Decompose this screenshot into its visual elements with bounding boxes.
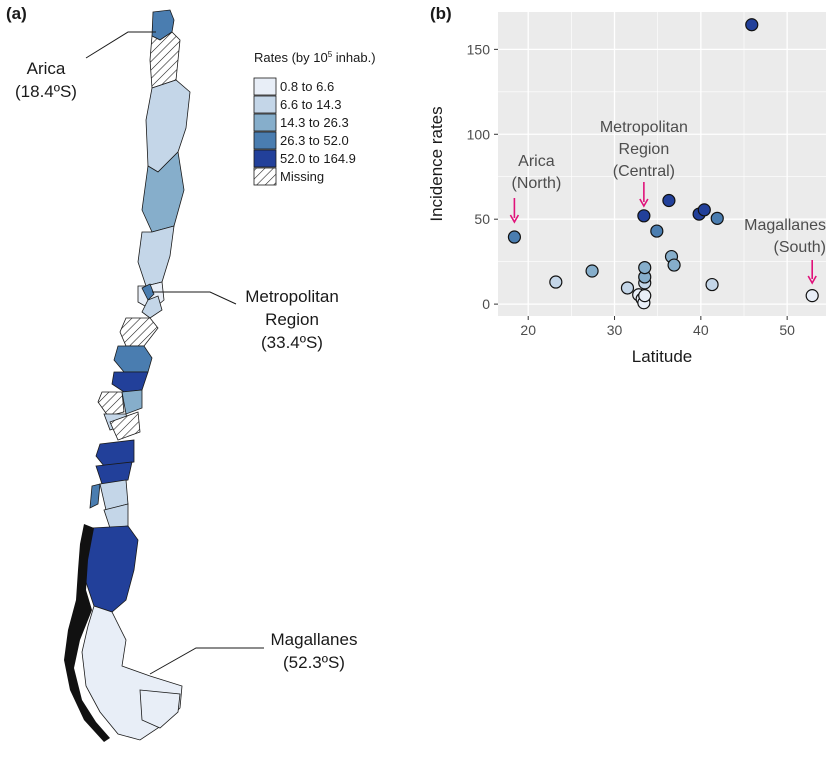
map-region-tarapaca — [149, 31, 181, 89]
callout-magallanes-name: Magallanes — [271, 630, 358, 649]
legend-label-3: 26.3 to 52.0 — [280, 133, 349, 148]
data-point-18 — [705, 277, 719, 292]
map-region-araucania-missing — [109, 411, 141, 441]
data-point-19 — [710, 211, 724, 225]
legend-label-5: Missing — [280, 169, 324, 184]
legend-swatch-1 — [253, 95, 277, 114]
data-point-21 — [805, 289, 819, 303]
map-region-biobio — [121, 389, 143, 415]
panel-b-label: (b) — [430, 4, 452, 23]
data-point-2 — [585, 264, 599, 278]
plot-background — [498, 12, 826, 316]
annotation-text-1-1: Region — [619, 141, 670, 158]
map-fjord-coast — [64, 524, 110, 742]
data-point-15 — [667, 258, 681, 272]
legend-items: 0.8 to 6.6 6.6 to 14.3 14.3 to 26.3 26.3 to… — [253, 77, 356, 186]
y-tick-label: 100 — [467, 126, 491, 142]
map-region-antofagasta — [145, 79, 191, 173]
legend-label-1: 6.6 to 14.3 — [280, 97, 341, 112]
axis-ticks: 20 30 40 50 0 50 100 150 — [467, 41, 796, 338]
callout-metro-line — [152, 291, 237, 305]
map-region-biobio-w — [97, 391, 125, 417]
y-tick-label: 150 — [467, 41, 491, 57]
callout-metro-line2: Region — [265, 310, 319, 329]
legend-swatch-2 — [253, 113, 277, 132]
panel-a-label: (a) — [6, 4, 27, 23]
callout-arica-name: Arica — [27, 59, 66, 78]
legend-label-0: 0.8 to 6.6 — [280, 79, 334, 94]
data-point-0 — [507, 230, 522, 244]
annotations: Arica (North) Metropolitan Region (Central) M… — [509, 119, 826, 285]
data-point-20 — [745, 18, 759, 32]
callout-metro-lat: (33.4ºS) — [261, 333, 323, 352]
callout-arica-line — [85, 31, 156, 59]
data-point-17 — [697, 203, 711, 217]
legend-label-4: 52.0 to 164.9 — [280, 151, 356, 166]
legend-title: Rates (by 105 inhab.) — [254, 50, 376, 65]
map-region-nuble — [111, 371, 149, 393]
gridlines — [484, 12, 826, 316]
legend-label-2: 14.3 to 26.3 — [280, 115, 349, 130]
data-points — [507, 18, 819, 310]
legend-swatch-5 — [253, 167, 277, 186]
annotation-text-0-1: (North) — [512, 175, 562, 192]
map-region-atacama — [141, 151, 185, 233]
annotation-text-0-0: Arica — [518, 153, 555, 170]
data-point-11 — [637, 209, 651, 223]
map-legend: Rates (by 105 inhab.) 0.8 to 6.6 6.6 to 1… — [253, 50, 376, 186]
x-tick-label: 40 — [693, 322, 709, 338]
legend-swatch-0 — [253, 77, 277, 96]
annotation-text-2-0: Magallanes — [744, 217, 826, 234]
callout-magallanes-lat: (52.3ºS) — [283, 653, 345, 672]
scatter-chart: 20 30 40 50 0 50 100 150 Arica (North) Metropolit… — [427, 12, 826, 366]
annotation-text-2-1: (South) — [774, 239, 826, 256]
chile-map: Arica (18.4ºS) Metropolitan Region (33.4… — [15, 9, 358, 742]
annotation-text-1-2: (Central) — [613, 163, 675, 180]
x-tick-label: 50 — [779, 322, 795, 338]
x-axis-title: Latitude — [632, 347, 693, 366]
map-region-metro-surround — [141, 295, 163, 319]
y-axis-title: Incidence rates — [427, 106, 446, 221]
annotation-arrowhead-1 — [639, 198, 649, 208]
map-region-chiloe — [89, 483, 101, 509]
map-region-ohiggins-missing — [119, 317, 159, 347]
map-region-metropolitan — [141, 283, 155, 301]
map-tierra-del-fuego — [139, 689, 181, 729]
annotation-text-1-0: Metropolitan — [600, 119, 688, 136]
annotation-arrowhead-0 — [509, 214, 520, 224]
data-point-7 — [638, 289, 652, 303]
y-tick-label: 50 — [474, 211, 490, 227]
map-region-maule — [113, 345, 153, 373]
data-point-3 — [620, 281, 635, 295]
legend-swatch-3 — [253, 131, 277, 150]
map-region-coquimbo — [137, 225, 175, 287]
annotation-arrowhead-2 — [807, 275, 817, 285]
callout-arica-lat: (18.4ºS) — [15, 82, 77, 101]
data-point-13 — [662, 193, 676, 208]
x-tick-label: 30 — [607, 322, 623, 338]
callout-magallanes-line — [149, 647, 264, 675]
data-point-12 — [650, 224, 664, 238]
legend-swatch-4 — [253, 149, 277, 168]
map-region-aysen — [85, 525, 139, 613]
callout-metro-line1: Metropolitan — [245, 287, 339, 306]
y-tick-label: 0 — [482, 296, 490, 312]
data-point-10 — [638, 260, 652, 275]
map-region-losrios-b — [95, 461, 133, 485]
x-tick-label: 20 — [520, 322, 536, 338]
data-point-1 — [549, 275, 563, 289]
